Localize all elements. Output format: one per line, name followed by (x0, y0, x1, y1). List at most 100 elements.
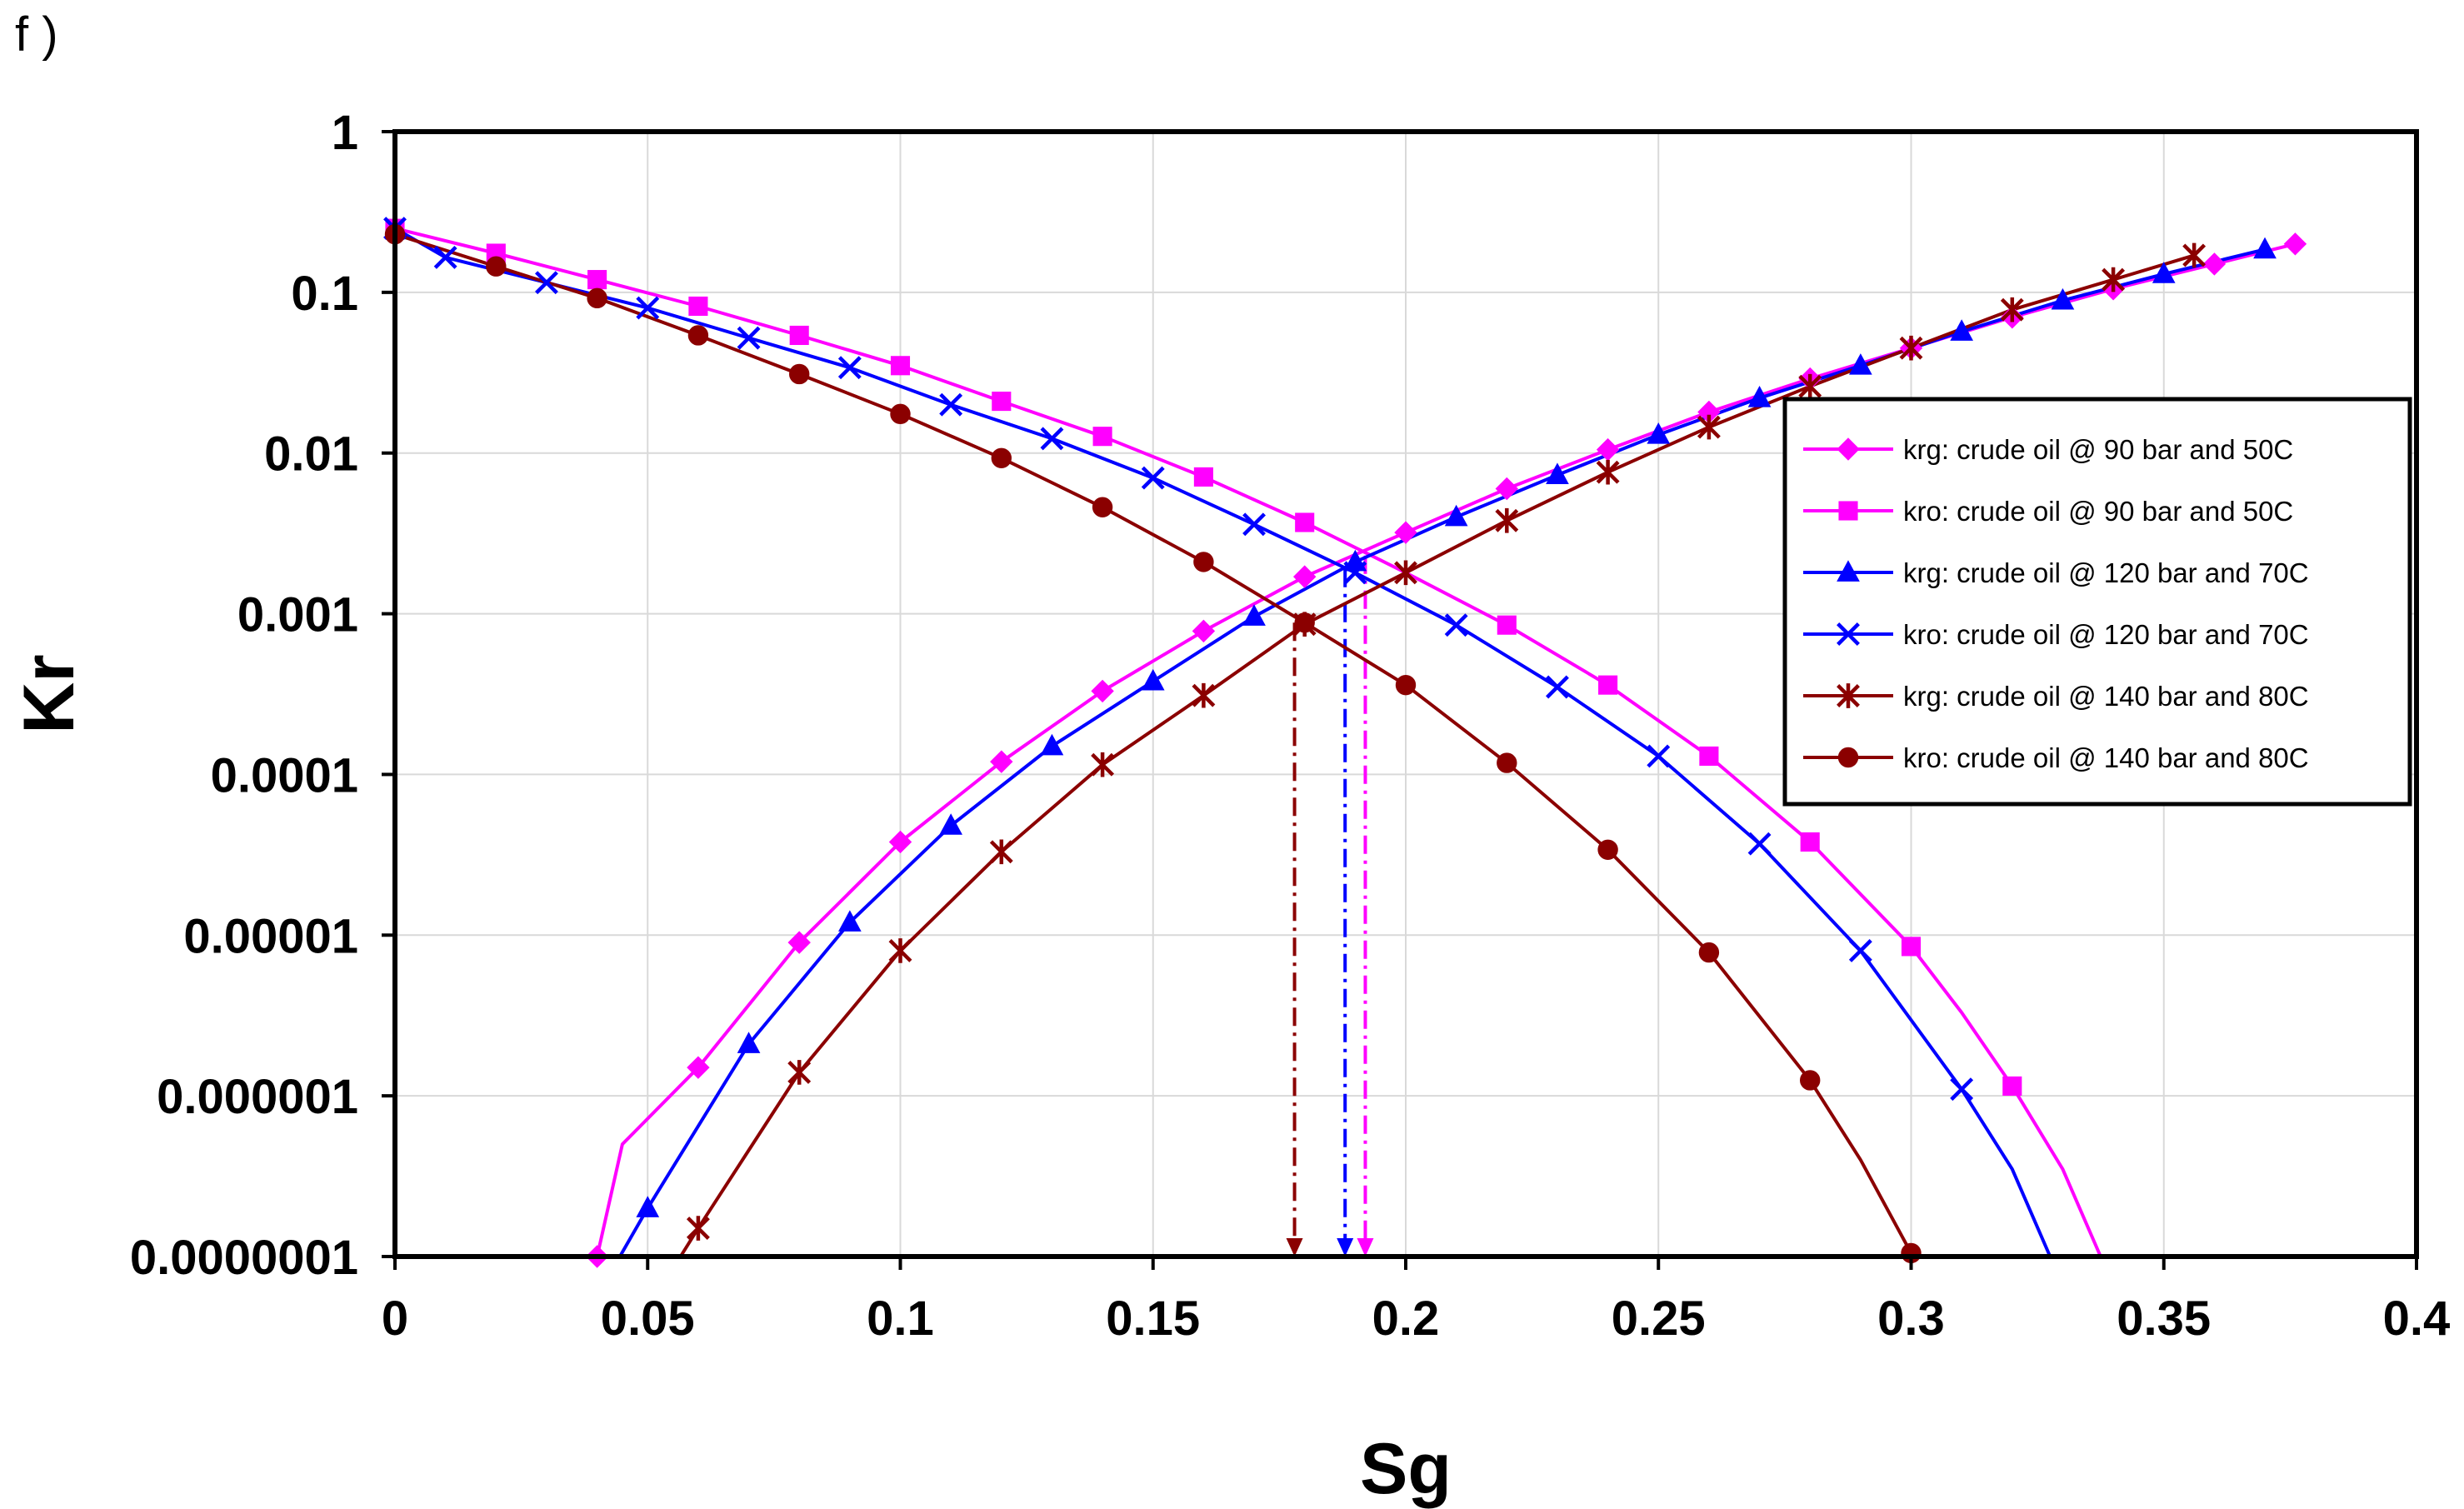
data-point-triangle (1950, 319, 1973, 341)
data-point-x (1647, 744, 1671, 768)
data-point-x (1343, 561, 1367, 585)
y-tick-label: 0.00001 (183, 909, 358, 963)
series-markers (383, 217, 2307, 1268)
data-point-diamond (2283, 232, 2307, 256)
data-point-star (2102, 267, 2126, 292)
data-point-square (992, 392, 1012, 412)
data-point-diamond (2202, 252, 2227, 276)
legend-label-1: krg: crude oil @ 90 bar and 50C (1903, 434, 2293, 465)
y-tick-label: 0.0000001 (130, 1231, 358, 1285)
data-point-diamond (1394, 521, 1417, 544)
data-point-square (1497, 615, 1517, 635)
data-point-square (1901, 937, 1922, 957)
data-point-star (1091, 752, 1115, 777)
data-point-triangle (1040, 733, 1064, 756)
x-tick-label: 0.2 (1372, 1292, 1440, 1346)
data-point-star (2000, 297, 2024, 322)
data-point-triangle (1837, 560, 1860, 582)
x-tick-label: 0.25 (1612, 1292, 1706, 1346)
data-point-square (1800, 832, 1820, 852)
data-point-square (890, 356, 911, 376)
legend-label-6: kro: crude oil @ 140 bar and 80C (1903, 742, 2309, 773)
crossover-arrowhead-2 (1337, 1238, 1354, 1257)
data-point-square (789, 325, 809, 346)
y-axis-ticks: 1 0.1 0.01 0.001 0.0001 0.00001 0.000001 0.0000… (130, 106, 395, 1285)
y-tick-label: 0.01 (264, 427, 358, 482)
data-point-circle (486, 256, 507, 277)
x-axis-ticks: 0 0.05 0.1 0.15 0.2 0.25 0.3 0.35 0.4 (382, 1257, 2450, 1346)
data-point-circle (1092, 497, 1113, 517)
data-point-circle (1294, 612, 1315, 633)
data-point-square (688, 296, 708, 317)
data-point-star (1899, 335, 1923, 361)
data-point-star (1697, 414, 1721, 440)
data-point-x (837, 356, 862, 380)
data-point-star (787, 1060, 812, 1085)
x-tick-label: 0.1 (867, 1292, 934, 1346)
data-point-x (1950, 1077, 1974, 1102)
data-point-triangle (1242, 604, 1266, 626)
data-point-diamond (687, 1056, 710, 1079)
x-tick-label: 0.35 (2117, 1292, 2211, 1346)
data-point-x (535, 271, 558, 295)
data-point-square (1092, 427, 1112, 447)
data-point-square (1295, 512, 1315, 532)
crossover-arrowhead-1 (1286, 1238, 1303, 1257)
data-point-square (1193, 467, 1213, 487)
x-tick-label: 0.4 (2383, 1292, 2451, 1346)
legend-label-3: krg: crude oil @ 120 bar and 70C (1903, 557, 2309, 588)
data-point-star (1798, 373, 1822, 399)
data-point-diamond (787, 931, 811, 954)
x-tick-label: 0 (382, 1292, 408, 1346)
data-point-square (1838, 501, 1858, 521)
data-point-diamond (1837, 437, 1860, 461)
legend: krg: crude oil @ 90 bar and 50C kro: crud… (1782, 397, 2412, 807)
x-tick-label: 0.15 (1106, 1292, 1200, 1346)
panel-label: f ) (15, 7, 58, 62)
data-point-star (1596, 459, 1620, 485)
data-point-circle (991, 447, 1012, 468)
data-point-star (989, 839, 1013, 865)
data-point-triangle (636, 1196, 660, 1217)
data-point-x (1141, 466, 1165, 490)
x-tick-label: 0.3 (1877, 1292, 1945, 1346)
x-tick-label: 0.05 (601, 1292, 695, 1346)
legend-label-4: kro: crude oil @ 120 bar and 70C (1903, 619, 2309, 650)
data-point-circle (1800, 1070, 1821, 1091)
y-axis-title: Kr (9, 654, 89, 734)
data-point-x (1444, 613, 1468, 637)
data-point-square (587, 270, 607, 290)
y-tick-label: 0.0001 (211, 748, 358, 802)
data-point-circle (890, 403, 911, 425)
data-point-triangle (939, 813, 962, 835)
data-point-diamond (1495, 477, 1519, 501)
data-point-circle (1837, 747, 1859, 768)
y-tick-label: 1 (332, 106, 358, 160)
data-point-star (1192, 682, 1216, 708)
y-tick-label: 0.001 (237, 588, 358, 642)
data-point-star (888, 938, 912, 963)
legend-box (1782, 397, 2412, 807)
data-point-x (1546, 675, 1569, 699)
data-point-triangle (1849, 353, 1872, 375)
data-point-triangle (2051, 287, 2075, 310)
data-point-x (1837, 622, 1860, 646)
crossover-arrowhead-3 (1357, 1238, 1374, 1257)
data-point-triangle (1141, 668, 1165, 691)
data-point-x (737, 326, 761, 350)
data-point-triangle (737, 1032, 761, 1053)
data-point-circle (1698, 942, 1720, 963)
data-point-star (2182, 242, 2207, 268)
data-point-diamond (990, 750, 1013, 773)
data-point-diamond (1292, 565, 1317, 588)
legend-label-5: krg: crude oil @ 140 bar and 80C (1903, 681, 2309, 712)
data-point-x (636, 296, 660, 320)
data-point-triangle (1444, 504, 1468, 527)
data-point-x (1040, 427, 1064, 451)
data-point-square (2002, 1076, 2022, 1096)
crossover-annotations (1286, 555, 1374, 1257)
legend-label-2: kro: crude oil @ 90 bar and 50C (1903, 496, 2293, 527)
data-point-star (686, 1216, 710, 1241)
data-point-diamond (1192, 619, 1216, 643)
